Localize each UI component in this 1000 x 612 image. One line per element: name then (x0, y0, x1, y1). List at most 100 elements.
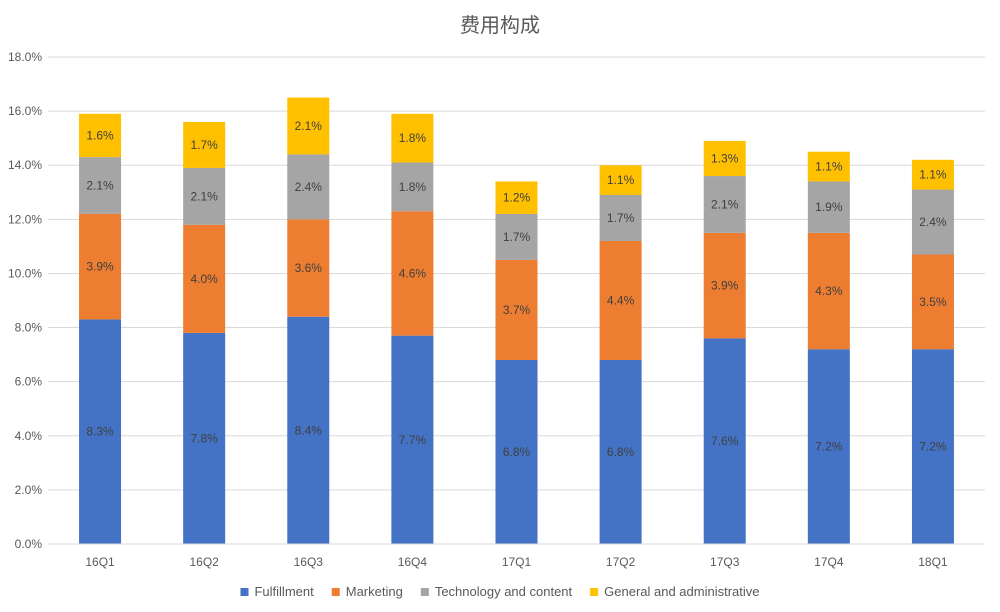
bar-segment (807, 232, 850, 350)
bar-segment (703, 338, 746, 544)
data-label: 3.5% (919, 295, 947, 309)
data-label: 1.1% (919, 168, 947, 182)
data-label: 2.1% (295, 119, 323, 133)
y-tick-label: 18.0% (8, 50, 42, 64)
data-label: 7.2% (815, 440, 843, 454)
data-label: 3.7% (503, 303, 531, 317)
bar-segment (391, 113, 434, 163)
bar-segment (79, 113, 122, 158)
x-tick-label: 16Q4 (398, 555, 428, 569)
data-label: 3.9% (86, 260, 114, 274)
bar-segment (599, 360, 642, 544)
bar-segment (391, 162, 434, 212)
data-label: 1.8% (399, 180, 427, 194)
x-tick-label: 17Q3 (710, 555, 740, 569)
y-tick-label: 12.0% (8, 212, 42, 226)
y-tick-label: 6.0% (15, 375, 43, 389)
bar-segment (807, 151, 850, 182)
data-label: 1.1% (815, 160, 843, 174)
bar-segment (599, 240, 642, 361)
bar-segment (79, 213, 122, 320)
bar-segment (703, 140, 746, 177)
data-label: 4.6% (399, 266, 427, 280)
data-label: 1.1% (607, 173, 635, 187)
legend-label: General and administrative (604, 584, 759, 599)
y-tick-label: 4.0% (15, 429, 43, 443)
data-label: 8.4% (295, 423, 323, 437)
data-label: 2.4% (295, 180, 323, 194)
bar-segment (911, 349, 954, 544)
x-tick-label: 16Q1 (85, 555, 115, 569)
data-label: 7.8% (190, 431, 218, 445)
data-label: 7.7% (399, 433, 427, 447)
data-label: 1.6% (86, 128, 114, 142)
bar-segment (287, 97, 330, 155)
data-label: 1.8% (399, 131, 427, 145)
data-label: 3.6% (295, 261, 323, 275)
legend-swatch (240, 588, 249, 596)
bar-segment (391, 211, 434, 336)
data-label: 1.7% (190, 138, 218, 152)
bar-segment (183, 121, 226, 168)
x-tick-label: 16Q2 (189, 555, 219, 569)
bar-segment (703, 176, 746, 233)
bar-segment (495, 213, 538, 260)
legend-label: Technology and content (435, 584, 573, 599)
bar-segment (79, 319, 122, 544)
legend: Fulfillment Marketing Technology and conte… (240, 584, 760, 599)
y-tick-label: 8.0% (15, 321, 43, 335)
data-labels: 8.3% 3.9% 2.1% 1.6% 7.8% 4.0% 2.1% 1.7% 8.4% 3.6%… (86, 119, 947, 459)
y-tick-label: 16.0% (8, 104, 42, 118)
y-tick-label: 0.0% (15, 537, 43, 551)
bar-segment (911, 189, 954, 255)
legend-label: Fulfillment (254, 584, 314, 599)
bar-segment (287, 316, 330, 544)
bar-segment (599, 194, 642, 241)
bar-segment (287, 154, 330, 220)
bars (79, 97, 954, 544)
y-tick-label: 14.0% (8, 158, 42, 172)
bar-segment (391, 335, 434, 544)
y-tick-label: 10.0% (8, 266, 42, 280)
data-label: 3.9% (711, 279, 739, 293)
data-label: 4.0% (190, 272, 218, 286)
bar-segment (807, 181, 850, 233)
data-label: 2.1% (86, 179, 114, 193)
x-tick-label: 17Q4 (814, 555, 844, 569)
bar-segment (703, 232, 746, 339)
bar-segment (495, 259, 538, 361)
data-label: 1.7% (607, 211, 635, 225)
x-axis: 16Q1 16Q2 16Q3 16Q4 17Q1 17Q2 17Q3 17Q4 18Q1 (48, 543, 985, 569)
bar-segment (183, 167, 226, 225)
x-tick-label: 17Q2 (606, 555, 636, 569)
data-label: 1.2% (503, 191, 531, 205)
legend-swatch (331, 588, 340, 596)
data-label: 4.3% (815, 284, 843, 298)
data-label: 1.3% (711, 151, 739, 165)
data-label: 4.4% (607, 294, 635, 308)
legend-swatch (420, 588, 429, 596)
bar-segment (807, 349, 850, 544)
bar-segment (911, 254, 954, 350)
data-label: 6.8% (503, 445, 531, 459)
x-tick-label: 16Q3 (294, 555, 324, 569)
y-tick-label: 2.0% (15, 483, 43, 497)
bar-segment (183, 224, 226, 333)
y-axis: 0.0% 2.0% 4.0% 6.0% 8.0% 10.0% 12.0% 14.0% 16.0%… (8, 50, 42, 551)
data-label: 7.6% (711, 434, 739, 448)
chart-title: 费用构成 (460, 13, 540, 37)
legend-swatch (590, 588, 599, 596)
data-label: 7.2% (919, 440, 947, 454)
bar-segment (287, 219, 330, 317)
x-tick-label: 18Q1 (918, 555, 948, 569)
legend-label: Marketing (346, 584, 403, 599)
data-label: 2.4% (919, 215, 947, 229)
data-label: 1.7% (503, 230, 531, 244)
x-tick-label: 17Q1 (502, 555, 532, 569)
data-label: 8.3% (86, 425, 114, 439)
bar-segment (495, 181, 538, 214)
bar-segment (495, 360, 538, 544)
data-label: 2.1% (190, 189, 218, 203)
bar-segment (599, 165, 642, 195)
